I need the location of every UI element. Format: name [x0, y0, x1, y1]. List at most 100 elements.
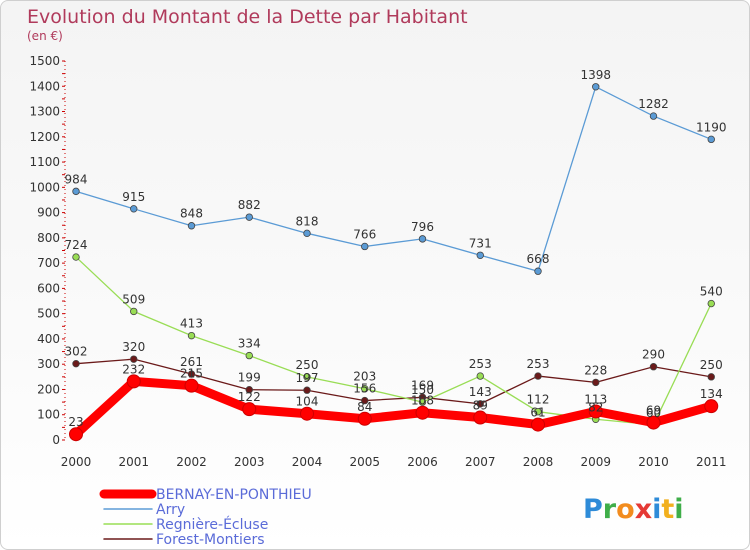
x-tick-label: 2001: [118, 455, 149, 469]
data-label: 253: [527, 357, 550, 371]
data-label: 334: [238, 337, 261, 351]
legend-label: Arry: [156, 502, 185, 518]
data-point: [300, 406, 314, 421]
logo-letter: i: [674, 494, 683, 525]
data-point: [476, 372, 484, 380]
data-point: [534, 372, 542, 380]
data-point: [649, 112, 658, 120]
data-label: 215: [180, 367, 203, 381]
data-label: 766: [353, 227, 376, 241]
data-point: [588, 404, 603, 419]
data-label: 320: [122, 340, 145, 354]
legend-label: BERNAY-EN-PONTHIEU: [156, 487, 312, 503]
data-point: [704, 399, 719, 414]
data-label: 261: [180, 355, 203, 369]
data-point: [130, 355, 138, 363]
x-tick-label: 2009: [580, 455, 611, 469]
data-point: [126, 374, 141, 389]
logo-letter: t: [661, 494, 674, 525]
data-label: 1282: [638, 97, 669, 111]
data-label: 1398: [580, 68, 611, 82]
data-point: [245, 351, 253, 360]
data-label: 113: [584, 392, 607, 406]
data-label: 169: [411, 378, 434, 392]
data-label: 89: [473, 399, 488, 413]
data-label: 134: [700, 387, 723, 401]
data-label: 731: [469, 236, 492, 250]
data-point: [476, 400, 484, 408]
x-tick-label: 2007: [465, 455, 496, 469]
x-tick-label: 2008: [523, 455, 554, 469]
data-label: 82: [588, 400, 603, 414]
data-point: [476, 251, 484, 260]
data-label: 104: [296, 395, 319, 409]
data-point: [707, 135, 715, 144]
y-tick-label: 100: [37, 408, 60, 422]
data-point: [646, 415, 661, 430]
y-tick-label: 1200: [29, 130, 60, 144]
x-tick-label: 2005: [349, 455, 380, 469]
data-point: [415, 405, 430, 420]
legend-label: Regnière-Écluse: [156, 516, 268, 533]
data-point: [418, 398, 427, 406]
data-label: 1190: [696, 120, 727, 134]
data-label: 156: [353, 382, 376, 396]
legend-label: Forest-Montiers: [156, 532, 265, 548]
chart-subtitle: (en €): [27, 29, 63, 43]
legend: BERNAY-EN-PONTHIEUArryRegnière-ÉcluseFor…: [99, 487, 312, 548]
data-point: [592, 83, 600, 91]
series-line: [75, 86, 712, 272]
y-tick-label: 400: [37, 332, 60, 346]
data-label: 203: [353, 370, 376, 384]
data-point: [242, 402, 257, 417]
data-label: 112: [527, 393, 550, 407]
data-labels: 23 232 215 122 104 84 108 89 61 113 69 134 984 915 848…: [65, 68, 727, 429]
data-label: 228: [584, 363, 607, 377]
data-label: 848: [180, 207, 203, 221]
data-point: [534, 267, 542, 275]
data-point: [361, 385, 369, 393]
y-tick-label: 0: [52, 433, 60, 447]
data-label: 253: [469, 357, 492, 371]
data-label: 413: [180, 317, 203, 331]
data-label: 250: [700, 358, 723, 372]
data-label: 232: [122, 362, 145, 376]
data-point: [130, 307, 138, 316]
data-point: [303, 386, 311, 394]
x-tick-labels: 2000 2001 2002 2003 2004 2005 2006 2007 2008 2009…: [61, 455, 727, 469]
data-point: [72, 359, 80, 368]
data-point: [531, 417, 545, 432]
y-tick-label: 200: [37, 382, 60, 396]
y-tick-label: 500: [37, 307, 60, 321]
y-tick-label: 1500: [29, 54, 60, 68]
data-label: 540: [700, 285, 723, 299]
data-point: [361, 242, 369, 251]
y-tick-label: 900: [37, 206, 60, 220]
series-line: [71, 376, 716, 439]
data-point: [707, 373, 715, 381]
x-tick-label: 2006: [407, 455, 438, 469]
series-points: [69, 83, 719, 442]
data-label: 882: [238, 198, 261, 212]
y-tick-label: 700: [37, 256, 60, 270]
data-point: [130, 205, 138, 213]
data-point: [361, 396, 369, 405]
data-point: [187, 331, 196, 340]
series-line: [75, 256, 712, 426]
logo-letter: o: [616, 494, 635, 525]
data-label: 199: [238, 371, 261, 385]
data-point: [245, 386, 253, 394]
x-tick-label: 2010: [638, 455, 669, 469]
data-point: [534, 408, 542, 416]
data-label: 150: [411, 383, 434, 397]
data-label: 796: [411, 220, 434, 234]
data-point: [72, 187, 80, 196]
data-label: 915: [122, 190, 145, 204]
data-point: [245, 213, 253, 221]
data-label: 818: [296, 214, 319, 228]
y-tick-labels: 0 100 200 300 400 500 600 700 800 900 1000 1100 1200…: [29, 54, 65, 447]
data-label: 84: [357, 400, 372, 414]
y-tick-label: 1100: [29, 155, 60, 169]
y-tick-label: 300: [37, 357, 60, 371]
